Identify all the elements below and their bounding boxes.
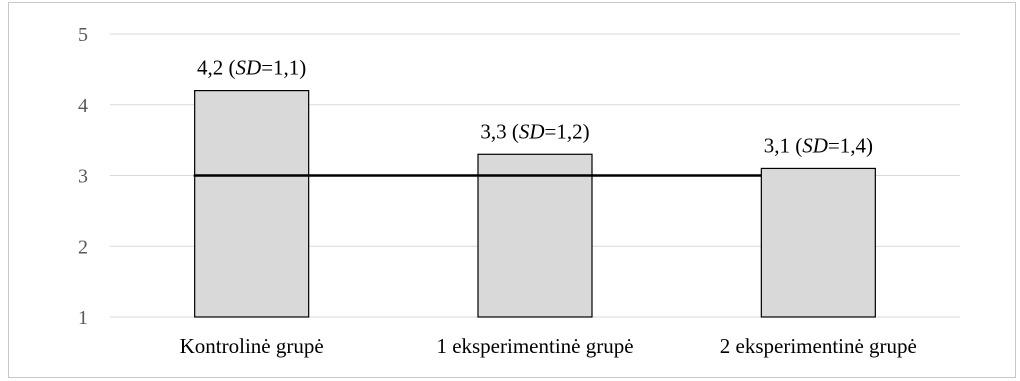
x-category-label-1: Kontrolinė grupė [180, 334, 324, 358]
x-category-label-3: 2 eksperimentinė grupė [720, 334, 917, 358]
bar-1 [194, 89, 310, 318]
bar-3 [760, 167, 876, 318]
y-tick-label-3: 3 [78, 166, 88, 188]
data-label-1: 4,2 (SD=1,1) [197, 56, 306, 80]
x-category-label-2: 1 eksperimentinė grupė [436, 334, 633, 358]
y-tick-label-2: 2 [78, 236, 88, 258]
bar-2 [477, 153, 593, 318]
y-tick-label-1: 1 [78, 307, 88, 329]
y-tick-label-5: 5 [78, 24, 88, 46]
data-label-2: 3,3 (SD=1,2) [480, 119, 589, 143]
data-label-3: 3,1 (SD=1,4) [764, 133, 873, 157]
y-tick-label-4: 4 [78, 95, 88, 117]
